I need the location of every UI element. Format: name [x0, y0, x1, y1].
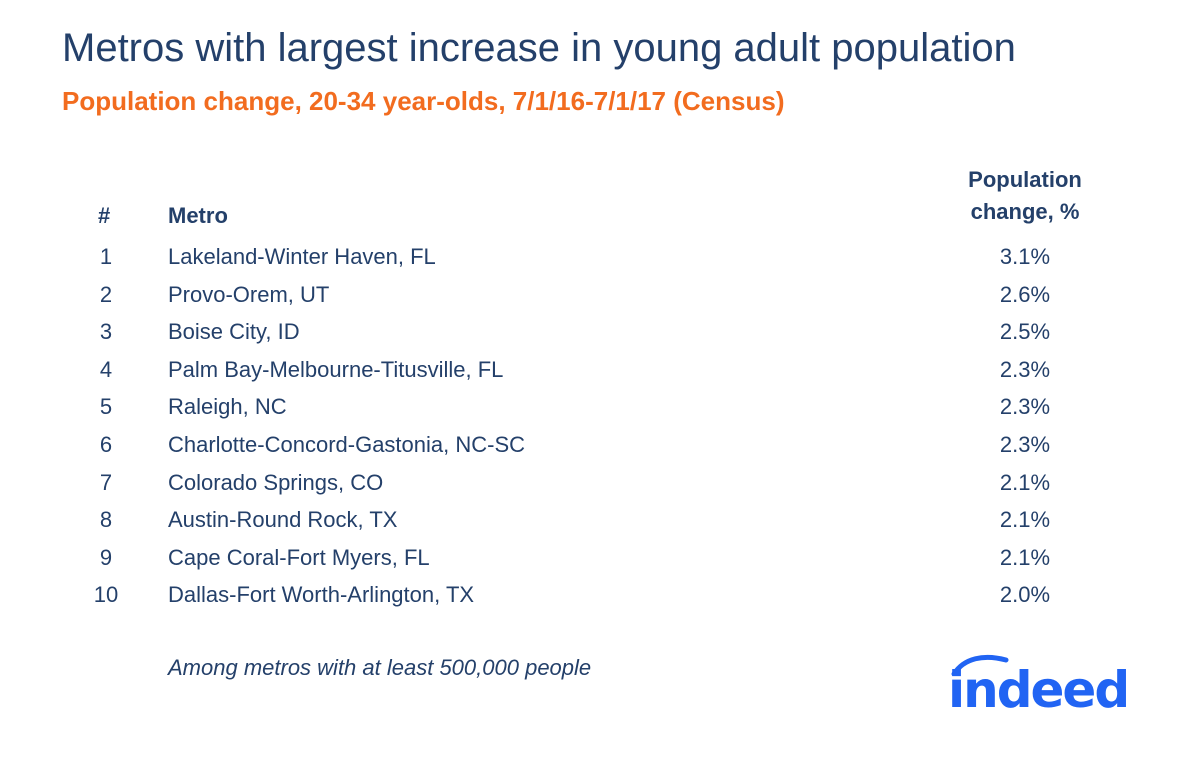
row-metro: Dallas-Fort Worth-Arlington, TX: [168, 582, 475, 608]
row-value: 2.1%: [999, 507, 1051, 533]
table-row: 7 Colorado Springs, CO 2.1%: [0, 464, 1200, 502]
table-row: 6 Charlotte-Concord-Gastonia, NC-SC 2.3%: [0, 426, 1200, 464]
row-metro: Austin-Round Rock, TX: [168, 507, 398, 533]
table-row: 8 Austin-Round Rock, TX 2.1%: [0, 501, 1200, 539]
row-rank: 10: [93, 582, 119, 608]
row-metro: Colorado Springs, CO: [168, 469, 384, 495]
footnote: Among metros with at least 500,000 peopl…: [168, 655, 592, 680]
header-metro: Metro: [168, 203, 228, 228]
row-value: 2.3%: [999, 394, 1051, 420]
row-value: 2.5%: [999, 319, 1051, 345]
table-row: 5 Raleigh, NC 2.3%: [0, 388, 1200, 426]
header-population-change: Population change, %: [968, 167, 1082, 224]
row-metro: Charlotte-Concord-Gastonia, NC-SC: [168, 431, 526, 457]
table-row: 4 Palm Bay-Melbourne-Titusville, FL 2.3%: [0, 351, 1200, 389]
row-metro: Raleigh, NC: [168, 394, 287, 420]
row-rank: 6: [99, 431, 113, 457]
row-value: 2.0%: [999, 582, 1051, 608]
row-rank: 9: [99, 544, 113, 570]
row-rank: 8: [99, 507, 113, 533]
row-value: 2.1%: [999, 469, 1051, 495]
row-rank: 5: [99, 394, 113, 420]
row-metro: Cape Coral-Fort Myers, FL: [168, 544, 430, 570]
row-metro: Palm Bay-Melbourne-Titusville, FL: [168, 356, 504, 382]
logo-wordmark: indeed: [948, 661, 1130, 719]
row-rank: 1: [99, 244, 113, 269]
table-row: 1 Lakeland-Winter Haven, FL 3.1%: [0, 238, 1200, 276]
table-row: 9 Cape Coral-Fort Myers, FL 2.1%: [0, 539, 1200, 577]
row-rank: 3: [99, 319, 113, 345]
indeed-logo: indeed: [948, 652, 1138, 724]
chart-subtitle: Population change, 20-34 year-olds, 7/1/…: [62, 86, 785, 116]
chart-title: Metros with largest increase in young ad…: [62, 26, 1016, 70]
table-row: 10 Dallas-Fort Worth-Arlington, TX 2.0%: [0, 576, 1200, 614]
row-value: 2.3%: [999, 431, 1051, 457]
header-rank: #: [98, 203, 111, 228]
logo-arc-icon: [951, 654, 1009, 676]
row-rank: 7: [99, 469, 113, 495]
row-value: 3.1%: [999, 244, 1051, 269]
table-row: 2 Provo-Orem, UT 2.6%: [0, 276, 1200, 314]
row-value: 2.6%: [999, 281, 1051, 307]
row-metro: Lakeland-Winter Haven, FL: [168, 244, 436, 269]
row-metro: Boise City, ID: [168, 319, 300, 345]
row-value: 2.3%: [999, 356, 1051, 382]
table-body: 1 Lakeland-Winter Haven, FL 3.1% 2 Provo-Ore…: [0, 238, 1200, 614]
row-rank: 4: [99, 356, 113, 382]
row-rank: 2: [99, 281, 113, 307]
row-metro: Provo-Orem, UT: [168, 281, 330, 307]
row-value: 2.1%: [999, 544, 1051, 570]
table-row: 3 Boise City, ID 2.5%: [0, 313, 1200, 351]
